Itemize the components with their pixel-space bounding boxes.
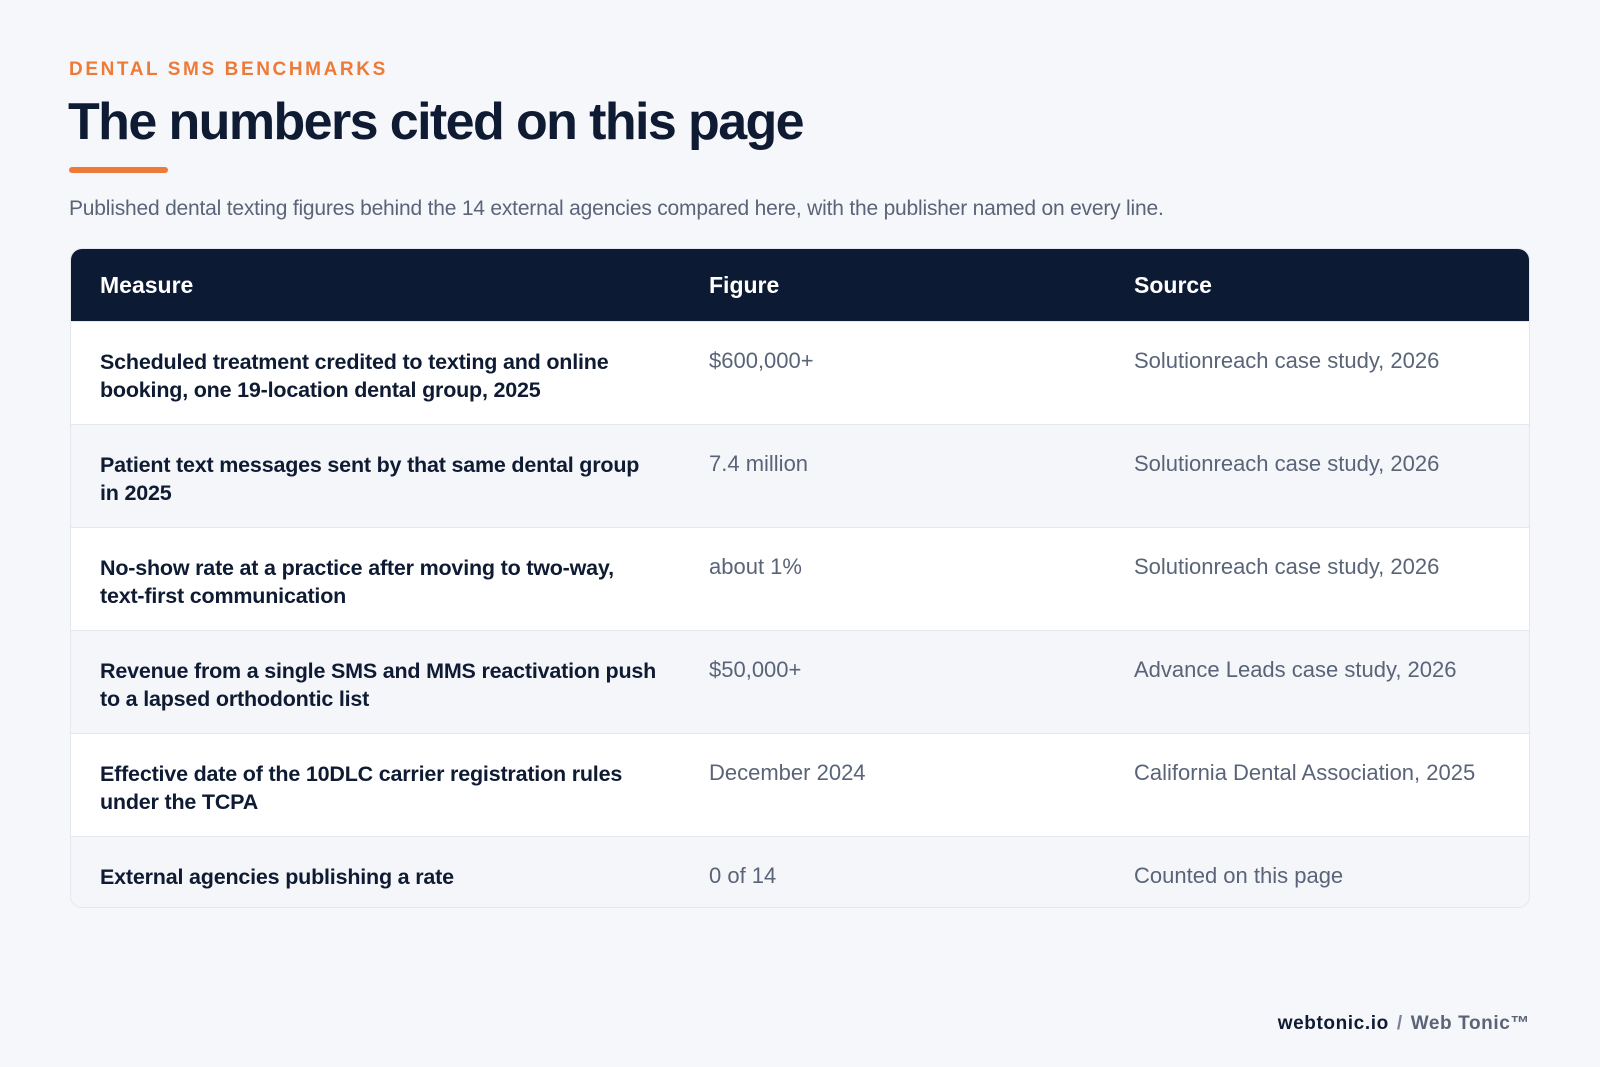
source-cell: Counted on this page xyxy=(1134,863,1344,888)
column-header-measure: Measure xyxy=(100,271,194,298)
measure-cell: No-show rate at a practice after moving … xyxy=(100,556,614,608)
source-cell: Solutionreach case study, 2026 xyxy=(1134,348,1440,373)
footer-separator: / xyxy=(1396,1013,1403,1034)
figure-cell: December 2024 xyxy=(709,760,866,785)
measure-cell: Patient text messages sent by that same … xyxy=(100,453,640,505)
figure-cell: 7.4 million xyxy=(709,451,809,476)
table-header: Measure Figure Source xyxy=(71,249,1529,321)
eyebrow-label: DENTAL SMS BENCHMARKS xyxy=(69,59,388,80)
measure-cell: Revenue from a single SMS and MMS reacti… xyxy=(100,659,657,711)
table-row: Scheduled treatment credited to texting … xyxy=(71,321,1529,424)
footer-credit: webtonic.io / Web Tonic™ xyxy=(1278,1013,1530,1035)
footer-brand: Web Tonic™ xyxy=(1410,1013,1530,1034)
column-header-source: Source xyxy=(1134,271,1212,298)
figure-cell: $50,000+ xyxy=(709,657,802,682)
page-title: The numbers cited on this page xyxy=(68,93,805,151)
table-row: No-show rate at a practice after moving … xyxy=(71,527,1529,630)
measure-cell: Effective date of the 10DLC carrier regi… xyxy=(100,762,623,814)
source-cell: California Dental Association, 2025 xyxy=(1134,760,1476,785)
footer-domain-link[interactable]: webtonic.io xyxy=(1277,1013,1389,1034)
source-cell: Solutionreach case study, 2026 xyxy=(1134,554,1440,579)
table-row: Patient text messages sent by that same … xyxy=(71,424,1529,527)
source-cell: Solutionreach case study, 2026 xyxy=(1134,451,1440,476)
table-row: Revenue from a single SMS and MMS reacti… xyxy=(71,630,1529,733)
page-subtitle: Published dental texting figures behind … xyxy=(69,197,1164,220)
title-accent-bar xyxy=(69,167,168,173)
measure-cell: External agencies publishing a rate xyxy=(100,865,454,889)
figure-cell: $600,000+ xyxy=(709,348,814,373)
source-cell: Advance Leads case study, 2026 xyxy=(1134,657,1457,682)
benchmarks-table: Measure Figure Source Scheduled treatmen… xyxy=(70,248,1530,908)
table-row: External agencies publishing a rate 0 of… xyxy=(71,836,1529,907)
figure-cell: 0 of 14 xyxy=(709,863,777,888)
table-row: Effective date of the 10DLC carrier regi… xyxy=(71,733,1529,836)
measure-cell: Scheduled treatment credited to texting … xyxy=(100,350,609,402)
column-header-figure: Figure xyxy=(709,271,780,298)
figure-cell: about 1% xyxy=(709,554,802,579)
